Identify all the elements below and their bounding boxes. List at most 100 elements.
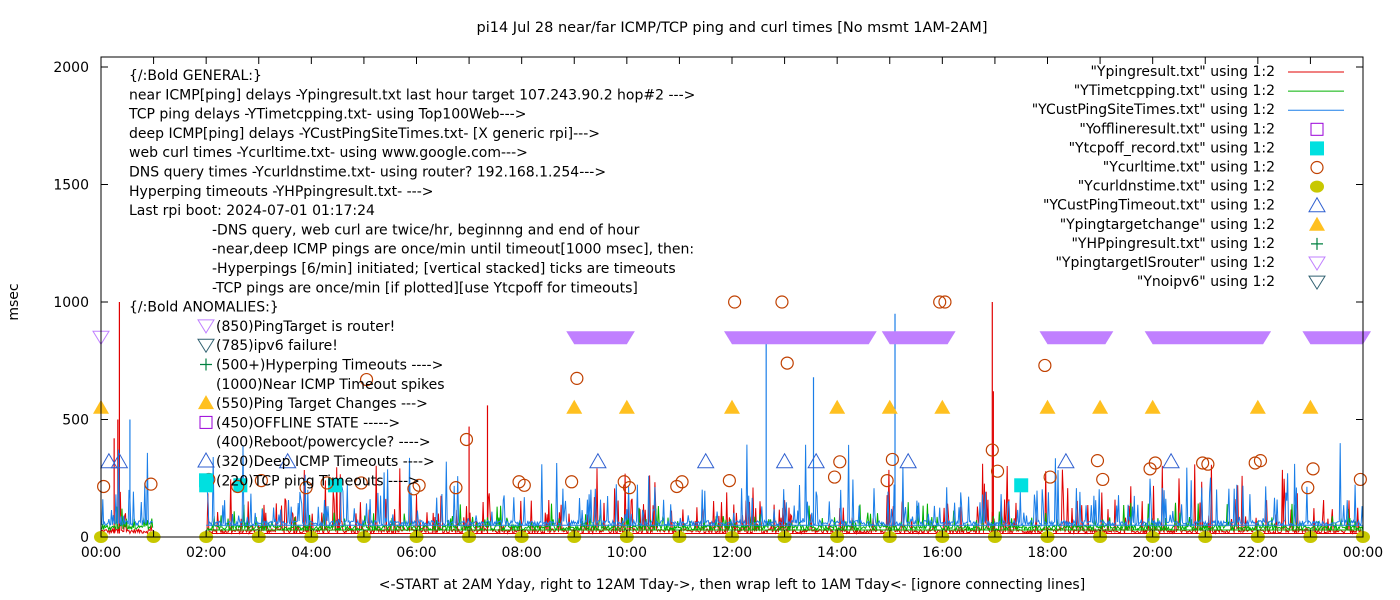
curl-point: [827, 470, 842, 484]
marker-ycustpingtimeout-txt: [589, 452, 607, 469]
marker-ypingtargetchange: [1144, 399, 1161, 414]
curl-point: [459, 432, 474, 447]
x-axis-label: <-START at 2AM Yday, right to 12AM Tday-…: [379, 577, 1085, 593]
curl-point: [570, 371, 584, 385]
notes-indented-line: -TCP pings are once/min [if plotted][use…: [212, 280, 638, 296]
legend-swatch: [1309, 216, 1325, 231]
y-tick-label: 500: [62, 413, 89, 429]
marker-ycustpingtimeout-txt: [100, 452, 118, 469]
legend-swatch: [1308, 256, 1326, 271]
x-tick-label: 12:00: [712, 545, 752, 561]
curl-point: [1090, 454, 1105, 468]
curl-point: [990, 464, 1005, 478]
notes-general-line: web curl times -Ycurltime.txt- using www…: [129, 145, 528, 161]
curl-point: [299, 481, 313, 495]
curl-point: [1043, 470, 1057, 484]
marker-ypingtargetchange: [934, 399, 951, 414]
notes-general-line: DNS query times -Ycurldnstime.txt- using…: [129, 165, 606, 181]
router-band: [881, 331, 956, 345]
marker-ytcpoff_record-txt: [327, 478, 342, 493]
marker-ycustpingtimeout-txt: [1057, 452, 1075, 469]
notes-anomalies-header: {/:Bold ANOMALIES:}: [129, 300, 279, 316]
curl-point: [359, 372, 374, 387]
y-tick-label: 0: [80, 530, 89, 546]
marker-ycustpingtimeout-txt: [110, 452, 129, 469]
x-tick-label: 06:00: [396, 545, 436, 561]
curl-point: [1253, 454, 1268, 468]
anomaly-marker: [197, 319, 215, 334]
notes-general-header: {/:Bold GENERAL:}: [129, 68, 262, 84]
notes-general-line: Last rpi boot: 2024-07-01 01:17:24: [129, 203, 375, 219]
curl-point: [354, 476, 368, 490]
curl-point: [1306, 462, 1320, 476]
curl-point: [517, 478, 531, 492]
x-tick-label: 18:00: [1027, 545, 1067, 561]
legend-label: "YHPpingresult.txt" using 1:2: [1071, 236, 1275, 252]
anomaly-text: (220)TCP ping Timeouts ---->: [216, 473, 420, 489]
notes-layer: {/:Bold GENERAL:} near ICMP[ping] delays …: [128, 68, 695, 489]
legend-swatch: [1308, 275, 1326, 291]
curl-point: [722, 474, 736, 488]
legend-swatch: [1310, 141, 1324, 156]
curl-point: [670, 479, 684, 494]
notes-indented-line: -near,deep ICMP pings are once/min until…: [212, 242, 694, 258]
legend-label: "Ycurltime.txt" using 1:2: [1103, 160, 1275, 176]
series-line-ypingresult-txt: [100, 463, 1364, 536]
chart-title: pi14 Jul 28 near/far ICMP/TCP ping and c…: [477, 20, 988, 36]
x-tick-label: 04:00: [291, 545, 331, 561]
curl-point: [885, 452, 899, 467]
curl-point: [1301, 481, 1315, 495]
marker-ycustpingtimeout-txt: [278, 452, 297, 469]
x-tick-label: 02:00: [186, 545, 226, 561]
curl-point: [144, 477, 158, 491]
marker-ypingtargetchange: [566, 399, 583, 414]
marker-ycustpingtimeout-txt: [696, 452, 715, 469]
axis-layer: 0 500 1000 1500 2000 00:00 02:00 04:00 06:00 08:0…: [53, 57, 1383, 561]
anomaly-text: (320)Deep ICMP Timeouts ---->: [216, 454, 435, 470]
notes-indented-line: -Hyperpings [6/min] initiated; [vertical…: [212, 261, 676, 277]
marker-ypingtargetchange: [1039, 399, 1056, 414]
router-band: [1302, 331, 1371, 345]
curl-point: [231, 479, 245, 494]
router-band: [1039, 331, 1114, 345]
anomaly-marker: [200, 358, 212, 371]
legend-swatch: [1310, 122, 1324, 136]
anomaly-marker: [199, 473, 213, 488]
legend-swatch: [1308, 196, 1326, 213]
curl-point: [780, 356, 794, 370]
marker-ytcpoff_record-txt: [1014, 478, 1029, 493]
curl-point: [938, 295, 952, 309]
marker-ycustpingtimeout-txt: [775, 452, 794, 469]
anomaly-text: (550)Ping Target Changes --->: [216, 396, 428, 412]
anomaly-text: (400)Reboot/powercycle? ---->: [216, 435, 431, 451]
curl-point: [1196, 456, 1210, 470]
marker-ycustpingtimeout-txt: [899, 452, 918, 469]
curl-point: [565, 475, 579, 489]
x-tick-label: 08:00: [501, 545, 541, 561]
curl-point: [412, 478, 426, 492]
legend-label: "YCustPingTimeout.txt" using 1:2: [1043, 198, 1275, 214]
legend-label: "Ycurldnstime.txt" using 1:2: [1078, 179, 1275, 195]
marker-ypingtargetchange: [1092, 399, 1109, 414]
anomaly-text: (785)ipv6 failure!: [216, 338, 338, 354]
notes-general-line: deep ICMP[ping] delays -YCustPingSiteTim…: [129, 126, 600, 142]
legend-label: "YCustPingSiteTimes.txt" using 1:2: [1032, 102, 1275, 118]
anomaly-text: (850)PingTarget is router!: [216, 319, 395, 335]
router-band: [724, 331, 877, 345]
curl-point: [775, 295, 789, 309]
notes-general-line: Hyperping timeouts -YHPpingresult.txt- -…: [129, 184, 434, 200]
legend: "Ypingresult.txt" using 1:2 "YTimetcpping…: [1032, 64, 1344, 290]
x-tick-label: 14:00: [817, 545, 857, 561]
curl-point: [985, 443, 999, 457]
notes-indented-line: -DNS query, web curl are twice/hr, begin…: [212, 222, 640, 238]
legend-swatch: [1310, 160, 1324, 175]
anomaly-text: (1000)Near ICMP Timeout spikes: [216, 377, 445, 393]
curl-point: [1096, 472, 1110, 487]
marker-ypingtargetchange: [724, 399, 740, 414]
legend-label: "YpingtargetISrouter" using 1:2: [1055, 255, 1275, 271]
y-tick-label: 1500: [53, 178, 89, 194]
x-tick-label: 20:00: [1132, 545, 1172, 561]
marker-ypingtargetchange: [829, 399, 846, 414]
marker-ycustpingtimeout-txt: [807, 452, 825, 469]
